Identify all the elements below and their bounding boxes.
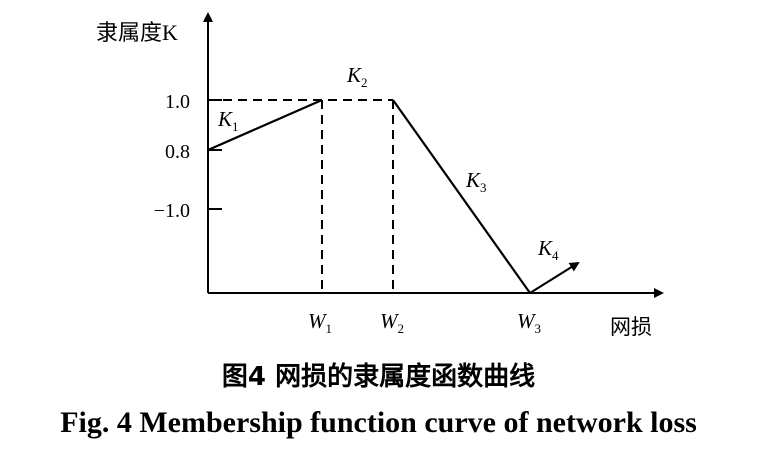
y-tick-label-3: −1.0 xyxy=(154,200,190,222)
segment-label-k1: K1 xyxy=(217,107,239,134)
y-axis-label: 隶属度K xyxy=(96,20,178,45)
k1-base: K xyxy=(217,107,233,131)
k3-base: K xyxy=(465,168,481,192)
x-tick-w1-base: W xyxy=(308,309,328,333)
segment-label-k2: K2 xyxy=(346,63,368,90)
y-tick-label-1: 1.0 xyxy=(165,91,190,113)
k2-sub: 2 xyxy=(361,75,368,90)
x-tick-w2-sub: 2 xyxy=(398,321,405,336)
x-tick-label-w1: W1 xyxy=(308,309,332,336)
segment-label-k4: K4 xyxy=(537,236,559,263)
figure-caption-cn: 图4 网损的隶属度函数曲线 xyxy=(221,362,536,392)
k4-sub: 4 xyxy=(552,248,559,263)
x-tick-w1-sub: 1 xyxy=(326,321,333,336)
x-axis-label: 网损 xyxy=(610,315,652,339)
segment-k4-arrow xyxy=(529,261,580,294)
k1-sub: 1 xyxy=(232,119,239,134)
segment-k3-line xyxy=(392,99,531,294)
x-tick-label-w3: W3 xyxy=(517,309,541,336)
figure-caption-en: Fig. 4 Membership function curve of netw… xyxy=(60,406,697,439)
y-tick-label-2: 0.8 xyxy=(165,141,190,163)
x-tick-w2-base: W xyxy=(380,309,400,333)
x-tick-w3-base: W xyxy=(517,309,537,333)
membership-chart: 隶属度K 网损 1.0 0.8 −1.0 W1 W2 W3 K1 K2 K3 K… xyxy=(96,12,664,339)
x-tick-label-w2: W2 xyxy=(380,309,404,336)
k3-sub: 3 xyxy=(480,180,487,195)
k4-base: K xyxy=(537,236,553,260)
segment-k1-line xyxy=(207,98,323,152)
segment-label-k3: K3 xyxy=(465,168,487,195)
x-tick-w3-sub: 3 xyxy=(535,321,542,336)
k2-base: K xyxy=(346,63,362,87)
